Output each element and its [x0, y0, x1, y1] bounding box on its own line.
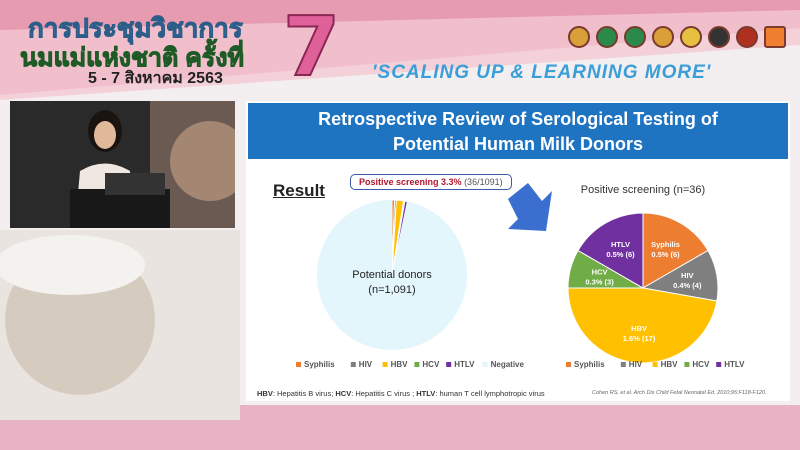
- slice-label: HIV: [681, 271, 694, 280]
- legend-entry: HBV: [661, 360, 679, 369]
- speaker-video: [10, 101, 235, 228]
- arrow-icon: [508, 183, 552, 231]
- pie-slice-htlv: [577, 212, 644, 289]
- logo-icon: [680, 26, 702, 48]
- legend-swatch: [350, 362, 356, 367]
- legend-entry: Negative: [491, 360, 525, 369]
- pie-slice-syphilis: [642, 212, 709, 289]
- logo-icon: [624, 26, 646, 48]
- result-heading: Result: [273, 181, 325, 200]
- legend-swatch: [446, 362, 452, 367]
- slide-title-banner: Retrospective Review of Serological Test…: [248, 103, 788, 159]
- footnote-abbr: HTLV: [416, 389, 436, 398]
- callout-bold: Positive screening 3.3%: [359, 177, 462, 187]
- footnote: HBV: Hepatitis B virus; HCV: Hepatitis C…: [257, 389, 545, 398]
- logo-icon: [764, 26, 786, 48]
- legend-swatch: [414, 362, 420, 367]
- legend-swatch: [716, 362, 722, 367]
- sponsor-logos: [568, 26, 786, 48]
- legend-entry: Syphilis: [574, 360, 605, 369]
- footnote-text: : human T cell lymphotropic virus: [435, 389, 545, 398]
- footnote-abbr: HCV: [335, 389, 352, 398]
- data-label: 0.3% (3): [585, 277, 614, 286]
- center-label: Potential donors: [352, 269, 432, 281]
- slide-title-line1: Retrospective Review of Serological Test…: [318, 109, 718, 129]
- legend-swatch: [296, 362, 301, 367]
- data-label: 0.5% (6): [606, 250, 635, 259]
- logo-icon: [708, 26, 730, 48]
- legend-entry: HCV: [692, 360, 710, 369]
- legend-entry: Syphilis: [304, 360, 335, 369]
- slogan: 'SCALING UP & LEARNING MORE': [372, 62, 712, 83]
- conference-title-line1: การประชุมวิชาการ: [28, 13, 244, 44]
- legend-entry: HTLV: [724, 360, 745, 369]
- logo-icon: [596, 26, 618, 48]
- data-label: 0.5% (6): [651, 250, 680, 259]
- pie-slice-htlv: [391, 200, 409, 276]
- conference-title-line2: นมแม่แห่งชาติ ครั้งที่: [20, 44, 245, 73]
- footnote-text: : Hepatitis B virus;: [272, 389, 336, 398]
- pie-slice-negative: [317, 200, 468, 350]
- legend-swatch: [482, 362, 488, 367]
- data-label: 1.6% (17): [623, 334, 656, 343]
- presentation-slide: Retrospective Review of Serological Test…: [246, 101, 790, 401]
- legend-entry: HTLV: [454, 360, 475, 369]
- charts: Potential donors (n=1,091) Syphilis HIV HBV H…: [296, 183, 745, 369]
- conference-dates: 5 - 7 สิงหาคม 2563: [88, 70, 223, 87]
- slice-label: HCV: [592, 267, 608, 276]
- footnote-abbr: HBV: [257, 389, 273, 398]
- data-label: 0.4% (4): [673, 281, 702, 290]
- footnote-text: : Hepatitis C virus ;: [351, 389, 417, 398]
- speaker-figure: [70, 101, 235, 228]
- slice-label: Syphilis: [651, 240, 680, 249]
- legend-entry: HIV: [629, 360, 643, 369]
- slide-title-line2: Potential Human Milk Donors: [392, 134, 644, 154]
- slice-label: HTLV: [611, 240, 630, 249]
- logo-icon: [652, 26, 674, 48]
- callout-ratio: (36/1091): [464, 177, 503, 187]
- legend-entry: HIV: [359, 360, 373, 369]
- legend-swatch: [566, 362, 571, 367]
- legend-entry: HCV: [422, 360, 440, 369]
- logo-icon: [568, 26, 590, 48]
- positive-screening-callout: Positive screening 3.3% (36/1091): [350, 174, 512, 190]
- citation: Cohen RS, et al. Arch Dis Child Fetal Ne…: [592, 390, 767, 396]
- legend-swatch: [652, 362, 658, 367]
- legend-swatch: [684, 362, 690, 367]
- pie-slice-hbv: [567, 287, 718, 364]
- legend-entry: HBV: [391, 360, 409, 369]
- center-label: (n=1,091): [368, 284, 415, 296]
- logo-icon: [736, 26, 758, 48]
- edition-number: 7: [282, 0, 341, 96]
- chart-title: Positive screening (n=36): [581, 184, 705, 196]
- legend-swatch: [620, 362, 626, 367]
- legend-swatch: [382, 362, 388, 367]
- slice-label: HBV: [631, 324, 647, 333]
